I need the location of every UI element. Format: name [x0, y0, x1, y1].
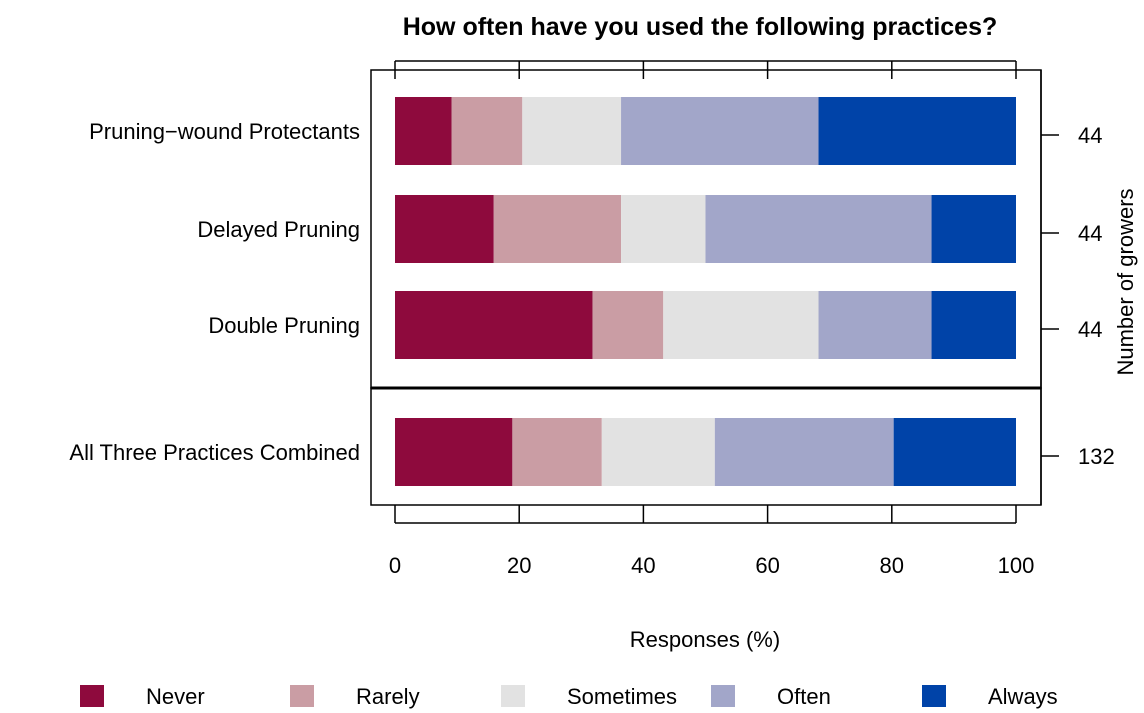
bar-segment-rarely-4 [512, 418, 602, 486]
legend: Never Rarely Sometimes Often Always [80, 684, 1058, 709]
bar-segment-always-3 [931, 291, 1016, 359]
legend-item-often: Often [711, 684, 831, 709]
bars-layer [395, 97, 1016, 486]
category-label: All Three Practices Combined [69, 440, 360, 465]
x-tick-label: 80 [880, 553, 904, 578]
legend-swatch [80, 685, 104, 707]
bar-segment-never-2 [395, 195, 494, 263]
x-tick-label: 60 [755, 553, 779, 578]
bar-segment-always-1 [818, 97, 1016, 165]
category-label: Pruning−wound Protectants [89, 119, 360, 144]
legend-label: Often [777, 684, 831, 709]
legend-label: Never [146, 684, 205, 709]
x-tick-label: 20 [507, 553, 531, 578]
chart-title: How often have you used the following pr… [403, 13, 998, 41]
bar-segment-often-4 [714, 418, 894, 486]
legend-label: Always [988, 684, 1058, 709]
legend-item-always: Always [922, 684, 1058, 709]
legend-item-rarely: Rarely [290, 684, 420, 709]
x-tick-label: 0 [389, 553, 401, 578]
bar-segment-sometimes-1 [522, 97, 622, 165]
count-label: 44 [1078, 317, 1102, 342]
x-tick-label: 40 [631, 553, 655, 578]
bar-segment-sometimes-3 [663, 291, 819, 359]
x-tick-label: 100 [998, 553, 1035, 578]
bar-segment-often-1 [621, 97, 819, 165]
bar-segment-sometimes-4 [601, 418, 715, 486]
bar-segment-rarely-3 [592, 291, 664, 359]
category-labels: Pruning−wound Protectants Delayed Pruning… [69, 119, 360, 465]
legend-item-sometimes: Sometimes [501, 684, 677, 709]
bar-segment-never-4 [395, 418, 513, 486]
count-label: 44 [1078, 123, 1102, 148]
bar-segment-never-3 [395, 291, 593, 359]
x-axis-title: Responses (%) [630, 627, 780, 652]
category-label: Delayed Pruning [197, 217, 360, 242]
legend-swatch [501, 685, 525, 707]
count-label: 44 [1078, 221, 1102, 246]
count-axis: 44 44 44 132 [1040, 70, 1115, 505]
legend-label: Sometimes [567, 684, 677, 709]
x-axis: 0 20 40 60 80 100 [389, 60, 1035, 578]
bar-segment-rarely-1 [451, 97, 523, 165]
count-label: 132 [1078, 444, 1115, 469]
y-axis-right-title: Number of growers [1113, 188, 1138, 375]
bar-segment-sometimes-2 [621, 195, 706, 263]
legend-label: Rarely [356, 684, 420, 709]
bar-segment-rarely-2 [493, 195, 622, 263]
legend-swatch [290, 685, 314, 707]
bar-segment-always-4 [893, 418, 1016, 486]
bar-segment-often-2 [705, 195, 932, 263]
bar-segment-often-3 [818, 291, 932, 359]
legend-item-never: Never [80, 684, 205, 709]
bar-segment-never-1 [395, 97, 452, 165]
category-label: Double Pruning [208, 313, 360, 338]
legend-swatch [922, 685, 946, 707]
legend-swatch [711, 685, 735, 707]
bar-segment-always-2 [931, 195, 1016, 263]
